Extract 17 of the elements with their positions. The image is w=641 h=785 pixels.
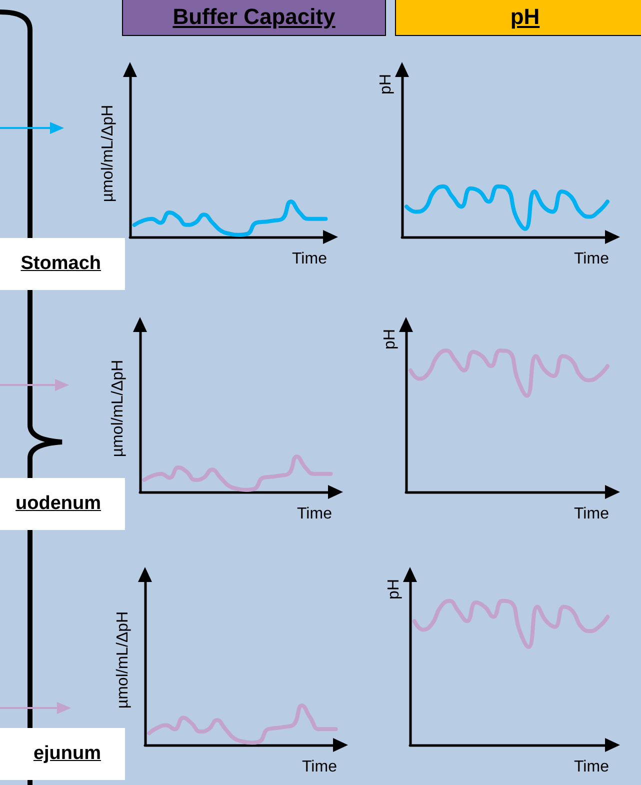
chart-title: Buffer Capacity xyxy=(122,0,386,36)
x-axis-title: Time xyxy=(302,758,338,776)
x-axis-title: Time xyxy=(574,506,610,522)
x-axis-title: Time xyxy=(292,250,328,268)
x-axis-title: Time xyxy=(297,506,332,522)
y-axis-title: µmol/mL/ΔpH xyxy=(114,611,132,709)
text: uodenum xyxy=(0,478,125,530)
y-axis-title: µmol/mL/ΔpH xyxy=(100,104,116,202)
y-axis-title: pH xyxy=(382,329,398,350)
x-axis-title: Time xyxy=(574,250,610,268)
y-axis-title: µmol/mL/ΔpH xyxy=(110,360,126,458)
text: Stomach xyxy=(0,238,125,290)
text: ejunum xyxy=(0,728,125,780)
y-axis-title: pH xyxy=(386,579,402,600)
x-axis-title: Time xyxy=(574,758,610,776)
y-axis-title: pH xyxy=(378,74,394,94)
chart-title: pH xyxy=(395,0,641,36)
